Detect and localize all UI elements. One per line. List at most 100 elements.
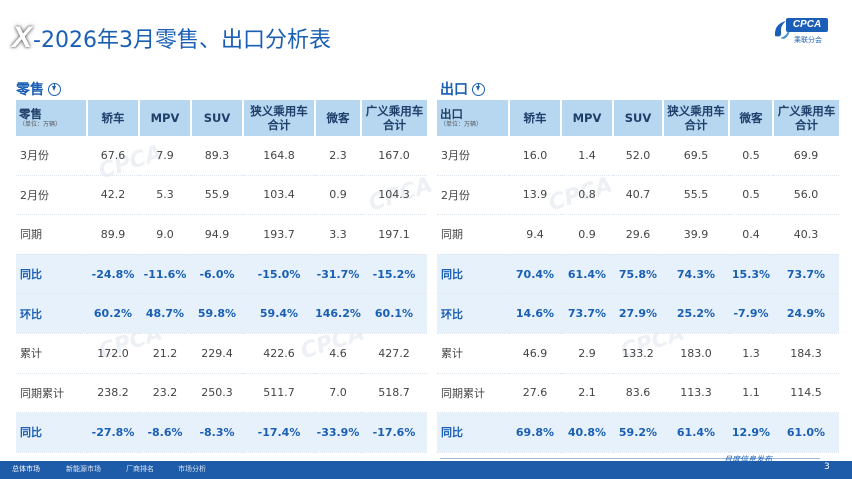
unit-label: （单位：万辆）	[440, 121, 483, 128]
table-cell: -11.6%	[139, 254, 191, 295]
table-cell: -15.0%	[243, 254, 315, 295]
footer-tab-ranking[interactable]: 厂商排名	[126, 465, 154, 473]
table-cell: 61.4%	[663, 412, 729, 453]
table-cell: 7.0	[315, 373, 361, 414]
footer-tab-nev[interactable]: 新能源市场	[66, 465, 101, 473]
table-cell: 83.6	[613, 373, 663, 414]
footer-divider	[440, 458, 820, 459]
row-label: 同期	[16, 214, 87, 255]
table-cell: 7.9	[139, 136, 191, 176]
table-cell: 61.0%	[773, 412, 839, 453]
column-header: 广义乘用车 合计	[361, 100, 427, 136]
table-cell: 511.7	[243, 373, 315, 414]
table-cell: 89.3	[191, 136, 243, 176]
table-cell: 70.4%	[509, 254, 561, 295]
table-cell: 69.8%	[509, 412, 561, 453]
table-cell: 103.4	[243, 175, 315, 216]
table-cell: 24.9%	[773, 293, 839, 334]
table-cell: 69.9	[773, 136, 839, 176]
footer-tab-analysis[interactable]: 市场分析	[178, 465, 206, 473]
row-label: 3月份	[16, 136, 87, 176]
column-header: 轿车	[509, 100, 562, 136]
arrow-down-circle-icon	[472, 82, 485, 96]
unit-label: （单位：万辆）	[19, 121, 62, 128]
table-row: 同期 9.4 0.9 29.6 39.9 0.4 40.3	[437, 214, 839, 255]
table-cell: 164.8	[243, 136, 315, 176]
row-label: 环比	[16, 293, 87, 334]
table-cell: 27.9%	[613, 293, 663, 334]
corner-label: 出口	[440, 107, 463, 121]
table-cell: 193.7	[243, 214, 315, 255]
table-cell: 55.5	[663, 175, 729, 216]
table-cell: 12.9%	[729, 412, 773, 453]
column-header: 狭义乘用车 合计	[243, 100, 316, 136]
table-row: 环比 14.6% 73.7% 27.9% 25.2% -7.9% 24.9%	[437, 293, 839, 334]
table-cell: -31.7%	[315, 254, 361, 295]
table-cell: 73.7%	[561, 293, 613, 334]
table-cell: 0.5	[729, 175, 773, 216]
table-cell: 23.2	[139, 373, 191, 414]
table-row: 同比 70.4% 61.4% 75.8% 74.3% 15.3% 73.7%	[437, 254, 839, 295]
table-row: 3月份 67.6 7.9 89.3 164.8 2.3 167.0	[16, 136, 427, 176]
table-row: 环比 60.2% 48.7% 59.8% 59.4% 146.2% 60.1%	[16, 293, 427, 334]
table-row: 同比 -24.8% -11.6% -6.0% -15.0% -31.7% -15.2%	[16, 254, 427, 295]
row-label: 2月份	[16, 175, 87, 216]
table-cell: 0.4	[729, 214, 773, 255]
table-cell: 114.5	[773, 373, 839, 414]
table-cell: -8.6%	[139, 412, 191, 453]
table-cell: 9.4	[509, 214, 561, 255]
row-label: 同比	[16, 412, 87, 453]
row-label: 同期	[437, 214, 509, 255]
table-cell: 172.0	[87, 333, 139, 374]
footer-tab-overall[interactable]: 总体市场	[12, 465, 40, 473]
table-cell: 56.0	[773, 175, 839, 216]
table-cell: 2.3	[315, 136, 361, 176]
column-header: MPV	[139, 100, 192, 136]
table-cell: 40.8%	[561, 412, 613, 453]
table-cell: 42.2	[87, 175, 139, 216]
table-cell: 52.0	[613, 136, 663, 176]
export-section-title: 出口	[440, 82, 468, 98]
header: X -2026年3月零售、出口分析表	[12, 18, 331, 58]
table-cell: 94.9	[191, 214, 243, 255]
cpca-logo: CPCA 乘联分会	[772, 18, 830, 48]
table-cell: 113.3	[663, 373, 729, 414]
retail-section-label: 零售	[16, 79, 61, 99]
column-header: 狭义乘用车 合计	[663, 100, 730, 136]
table-cell: 3.3	[315, 214, 361, 255]
column-header: SUV	[613, 100, 664, 136]
table-cell: 146.2%	[315, 293, 361, 334]
table-cell: -7.9%	[729, 293, 773, 334]
table-cell: 59.8%	[191, 293, 243, 334]
table-cell: 0.9	[315, 175, 361, 216]
table-cell: 29.6	[613, 214, 663, 255]
cpca-swirl-icon	[774, 21, 790, 39]
footer-tagline: 月度信息发布	[724, 455, 772, 464]
table-cell: -24.8%	[87, 254, 139, 295]
table-header-row: 零售 （单位：万辆） 轿车 MPV SUV 狭义乘用车 合计 微客 广义乘用车 合计	[16, 100, 427, 136]
table-cell: 74.3%	[663, 254, 729, 295]
column-header: SUV	[191, 100, 244, 136]
table-corner-cell: 出口 （单位：万辆）	[437, 100, 510, 136]
table-cell: 67.6	[87, 136, 139, 176]
table-cell: 59.4%	[243, 293, 315, 334]
table-row: 同比 69.8% 40.8% 59.2% 61.4% 12.9% 61.0%	[437, 412, 839, 453]
column-header: 轿车	[87, 100, 140, 136]
table-cell: 9.0	[139, 214, 191, 255]
row-label: 同期累计	[16, 373, 87, 414]
table-cell: 60.1%	[361, 293, 427, 334]
table-cell: 422.6	[243, 333, 315, 374]
table-cell: 0.9	[561, 214, 613, 255]
row-label: 同比	[16, 254, 87, 295]
table-cell: -17.4%	[243, 412, 315, 453]
table-cell: 60.2%	[87, 293, 139, 334]
table-cell: 5.3	[139, 175, 191, 216]
retail-section-title: 零售	[16, 82, 44, 98]
table-cell: 229.4	[191, 333, 243, 374]
table-cell: 250.3	[191, 373, 243, 414]
footer-bar	[0, 461, 852, 479]
table-cell: 25.2%	[663, 293, 729, 334]
table-cell: 0.5	[729, 136, 773, 176]
table-cell: -27.8%	[87, 412, 139, 453]
table-cell: -8.3%	[191, 412, 243, 453]
